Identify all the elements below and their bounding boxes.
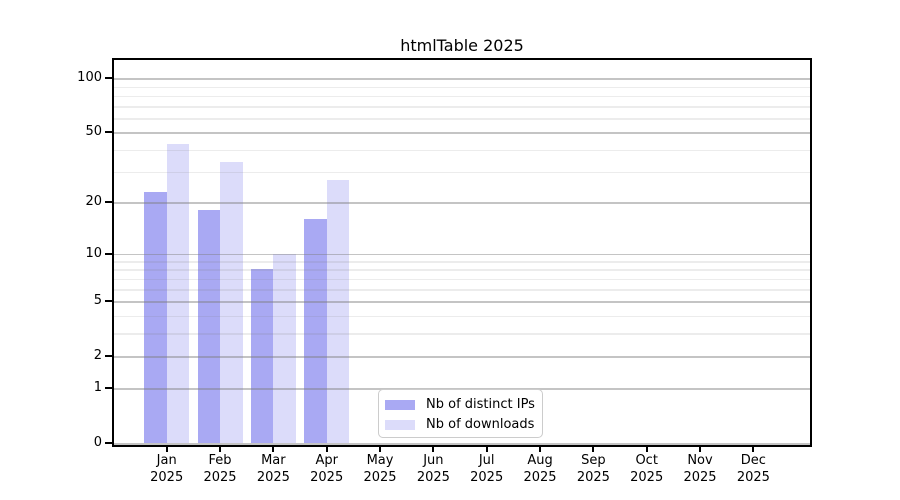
gridline-minor — [114, 106, 810, 108]
x-tick-label: Nov 2025 — [683, 453, 717, 485]
y-tick-label: 20 — [85, 194, 102, 210]
legend: Nb of distinct IPs Nb of downloads — [378, 389, 543, 438]
y-tick-label: 50 — [85, 124, 102, 140]
gridline-minor — [114, 171, 810, 174]
gridline-minor — [114, 118, 810, 120]
x-tick-label: Feb 2025 — [203, 453, 237, 485]
gridline-major — [114, 253, 810, 256]
x-tick-label: Jan 2025 — [150, 453, 184, 485]
legend-entry: Nb of distinct IPs — [385, 395, 542, 415]
bar-nb-of-downloads-feb — [220, 162, 243, 443]
x-tick — [219, 447, 222, 452]
x-tick — [645, 447, 648, 452]
x-tick — [432, 447, 435, 452]
gridline-minor — [114, 149, 810, 152]
x-tick-label: Sep 2025 — [576, 453, 610, 485]
y-tick-label: 1 — [93, 380, 102, 396]
gridline-minor — [114, 95, 810, 98]
gridline-major — [114, 132, 810, 134]
gridline-minor — [114, 333, 810, 335]
y-tick-label: 100 — [77, 70, 102, 86]
y-tick-label: 10 — [85, 245, 102, 261]
x-tick-label: Dec 2025 — [736, 453, 770, 485]
y-tick — [105, 442, 112, 444]
y-tick — [105, 387, 112, 390]
x-tick-label: Jun 2025 — [416, 453, 450, 485]
legend-entry: Nb of downloads — [385, 415, 542, 435]
x-tick — [379, 447, 382, 452]
bar-nb-of-distinct-ips-apr — [304, 219, 327, 443]
gridline-major — [114, 202, 810, 204]
legend-label: Nb of distinct IPs — [426, 397, 535, 412]
bar-nb-of-downloads-apr — [326, 179, 350, 443]
y-tick-label: 2 — [93, 348, 102, 364]
bar-nb-of-distinct-ips-jan — [144, 191, 167, 443]
bar-nb-of-downloads-jan — [166, 144, 190, 443]
legend-swatch-icon — [385, 420, 415, 430]
x-tick — [485, 447, 488, 452]
gridline-major — [114, 443, 810, 445]
x-tick — [592, 447, 595, 452]
gridline-minor — [114, 269, 810, 271]
x-tick — [699, 447, 702, 452]
x-tick-label: Aug 2025 — [523, 453, 557, 485]
gridline-major — [114, 301, 810, 303]
y-tick-label: 5 — [93, 293, 102, 309]
gridline-major — [114, 388, 810, 390]
x-tick-label: Apr 2025 — [310, 453, 344, 485]
gridline-minor — [114, 261, 810, 263]
x-tick-label: Oct 2025 — [630, 453, 664, 485]
x-tick — [539, 447, 542, 452]
y-tick — [105, 300, 112, 303]
gridline-major — [114, 356, 810, 358]
gridline-minor — [114, 315, 810, 318]
x-tick — [325, 447, 328, 452]
gridline-minor — [114, 278, 810, 281]
x-tick-label: May 2025 — [363, 453, 397, 485]
bar-nb-of-distinct-ips-mar — [250, 269, 274, 443]
legend-swatch-icon — [385, 400, 415, 410]
y-tick-label: 0 — [93, 435, 102, 450]
y-tick — [105, 201, 112, 204]
chart-title: htmlTable 2025 — [400, 36, 524, 55]
x-tick — [752, 447, 755, 452]
x-tick — [165, 447, 168, 452]
x-tick — [272, 447, 275, 452]
gridline-major — [114, 78, 810, 80]
legend-label: Nb of downloads — [426, 417, 535, 432]
x-tick-label: Mar 2025 — [256, 453, 290, 485]
y-tick — [105, 77, 112, 80]
bar-nb-of-downloads-mar — [273, 253, 296, 443]
plot-area — [112, 58, 812, 447]
x-tick-label: Jul 2025 — [470, 453, 504, 485]
gridline-minor — [114, 86, 810, 89]
y-tick — [105, 355, 112, 358]
bar-nb-of-distinct-ips-feb — [197, 210, 221, 443]
y-tick — [105, 252, 112, 255]
y-tick — [105, 131, 112, 134]
gridline-minor — [114, 289, 810, 291]
